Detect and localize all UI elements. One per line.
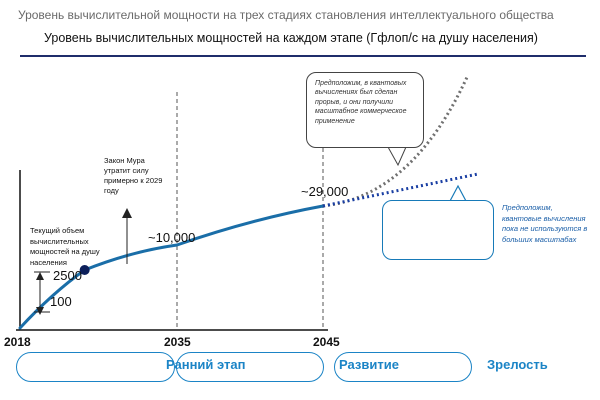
data-point-current: [79, 265, 90, 275]
quantum-breakthrough-callout: Предположим, в квантовых вычислениях был…: [306, 72, 424, 148]
bracket-arrow-head-up: [36, 272, 44, 280]
stage-development-label: Развитие: [339, 357, 399, 372]
title-divider: [20, 55, 586, 57]
callout-top-tail: [387, 146, 407, 167]
value-label-29000: ~29,000: [301, 184, 349, 199]
stage-development-button[interactable]: [176, 352, 324, 382]
value-label-100: 100: [50, 294, 72, 309]
value-label-10000: ~10,000: [148, 230, 196, 245]
moore-law-note: Закон Мура утратит силу примерно к 2029 …: [104, 156, 163, 196]
bracket-arrow-head-down: [36, 307, 44, 315]
series-line-actual: [18, 204, 325, 330]
callout-bottom-tail: [449, 184, 467, 202]
series-line-no-quantum: [322, 172, 479, 208]
stage-maturity-button[interactable]: [334, 352, 472, 382]
page-title: Уровень вычислительной мощности на трех …: [18, 8, 554, 22]
x-tick-label: 2018: [4, 335, 31, 349]
no-quantum-callout: [382, 200, 494, 260]
stage-maturity-label: Зрелость: [487, 357, 548, 372]
chart-title: Уровень вычислительных мощностей на кажд…: [44, 31, 538, 45]
value-label-2500: 2500: [53, 268, 82, 283]
stage-early-label: Ранний этап: [166, 357, 246, 372]
moore-arrow-head: [122, 208, 132, 218]
no-quantum-note: Предположим, квантовые вычисления пока н…: [502, 203, 588, 244]
x-tick-label: 2035: [164, 335, 191, 349]
current-capacity-note: Текущий объем вычислительных мощностей н…: [30, 226, 100, 267]
x-tick-label: 2045: [313, 335, 340, 349]
stage-early-button[interactable]: [16, 352, 175, 382]
